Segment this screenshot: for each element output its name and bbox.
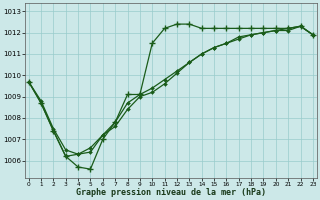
X-axis label: Graphe pression niveau de la mer (hPa): Graphe pression niveau de la mer (hPa) bbox=[76, 188, 266, 197]
